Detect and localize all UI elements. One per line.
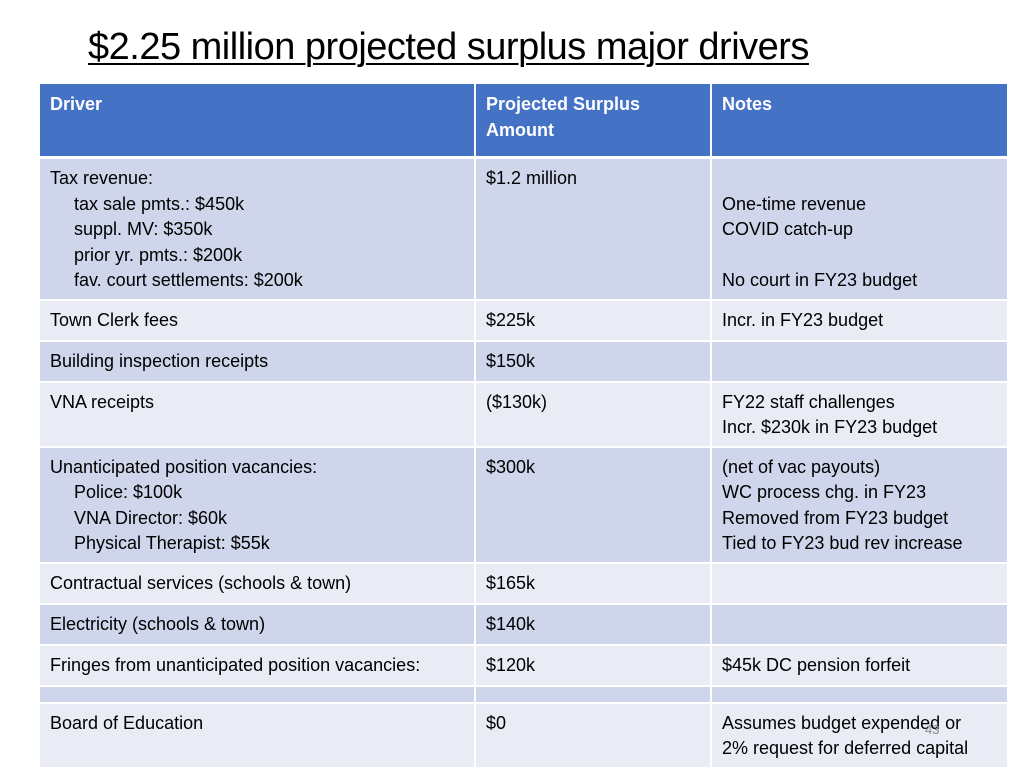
cell-amount: $300k (476, 447, 712, 564)
note-line: Tied to FY23 bud rev increase (722, 533, 963, 553)
slide-title: $2.25 million projected surplus major dr… (88, 26, 809, 68)
slide-number: 43 (925, 722, 940, 737)
driver-label: Building inspection receipts (50, 350, 269, 371)
driver-subitem: prior yr. pmts.: $200k (74, 244, 243, 265)
cell-amount: $225k (476, 300, 712, 342)
table-body: Tax revenue: tax sale pmts.: $450k suppl. … (40, 159, 1007, 769)
note-line (722, 166, 997, 192)
note-line: Incr. in FY23 budget (722, 309, 884, 330)
cell-amount: $165k (476, 563, 712, 605)
header-amount-line: Amount (486, 119, 554, 140)
driver-label: Town Clerk fees (50, 309, 179, 330)
cell-amount: $140k (476, 604, 712, 646)
cell-driver: VNA receipts (40, 382, 476, 448)
note-line: COVID catch-up (722, 219, 854, 239)
cell-driver: Tax revenue: tax sale pmts.: $450k suppl. … (40, 159, 476, 301)
driver-label: Fringes from unanticipated position vaca… (50, 654, 421, 675)
cell-driver: Building inspection receipts (40, 341, 476, 383)
note-line: One-time revenue (722, 193, 867, 214)
driver-subitem: fav. court settlements: $200k (74, 270, 303, 290)
note-line: FY22 staff challenges (722, 391, 895, 412)
cell-notes: FY22 staff challenges Incr. $230k in FY23… (712, 382, 1007, 448)
driver-subitem: Physical Therapist: $55k (74, 533, 270, 553)
note-line: (net of vac payouts) (722, 456, 881, 477)
driver-subitem: tax sale pmts.: $450k (74, 193, 245, 214)
cell-notes: Assumes budget expended or 2% request for… (712, 703, 1007, 769)
cell-amount: ($130k) (476, 382, 712, 448)
cell-notes (712, 604, 1007, 646)
note-line: No court in FY23 budget (722, 270, 918, 290)
note-line: Assumes budget expended or (722, 712, 962, 733)
table-row: Fringes from unanticipated position vaca… (40, 645, 1007, 687)
cell-amount: $150k (476, 341, 712, 383)
cell-notes: (net of vac payouts) WC process chg. in F… (712, 447, 1007, 564)
table-row: VNA receipts ($130k) FY22 staff challenges… (40, 382, 1007, 448)
header-driver: Driver (40, 84, 476, 159)
table-header-row: Driver Projected Surplus Amount Notes (40, 84, 1007, 159)
cell-amount: $1.2 million (476, 159, 712, 301)
driver-label: Unanticipated position vacancies: (50, 456, 318, 477)
table-row: Board of Education $0 Assumes budget expen… (40, 703, 1007, 769)
cell-driver: Town Clerk fees (40, 300, 476, 342)
cell-notes: $45k DC pension forfeit (712, 645, 1007, 687)
table-row (40, 686, 1007, 704)
cell-amount (476, 686, 712, 704)
header-amount: Projected Surplus Amount (476, 84, 712, 159)
driver-label: Tax revenue: (50, 168, 154, 188)
cell-amount: $0 (476, 703, 712, 769)
note-line: WC process chg. in FY23 (722, 482, 927, 502)
table-row: Tax revenue: tax sale pmts.: $450k suppl. … (40, 159, 1007, 301)
drivers-table: Driver Projected Surplus Amount Notes Ta… (40, 84, 1007, 769)
cell-driver (40, 686, 476, 704)
cell-driver: Board of Education (40, 703, 476, 769)
driver-label: VNA receipts (50, 391, 155, 412)
table-row: Contractual services (schools & town) $16… (40, 563, 1007, 605)
table-row: Electricity (schools & town) $140k (40, 604, 1007, 646)
cell-notes (712, 341, 1007, 383)
table-row: Building inspection receipts $150k (40, 341, 1007, 383)
driver-subitem: suppl. MV: $350k (74, 219, 213, 239)
table-row: Town Clerk fees $225k Incr. in FY23 budget (40, 300, 1007, 342)
cell-notes: One-time revenue COVID catch-up No court i… (712, 159, 1007, 301)
note-line: $45k DC pension forfeit (722, 654, 911, 675)
cell-driver: Unanticipated position vacancies: Police:… (40, 447, 476, 564)
note-line: Removed from FY23 budget (722, 507, 949, 528)
driver-label: Electricity (schools & town) (50, 613, 266, 634)
cell-amount: $120k (476, 645, 712, 687)
cell-driver: Fringes from unanticipated position vaca… (40, 645, 476, 687)
table-row: Unanticipated position vacancies: Police:… (40, 447, 1007, 564)
cell-driver: Electricity (schools & town) (40, 604, 476, 646)
cell-notes: Incr. in FY23 budget (712, 300, 1007, 342)
driver-subitem: VNA Director: $60k (74, 507, 228, 528)
driver-label: Board of Education (50, 712, 204, 733)
driver-subitem: Police: $100k (74, 482, 183, 502)
note-line: 2% request for deferred capital (722, 738, 969, 758)
note-line (722, 243, 997, 269)
header-notes: Notes (712, 84, 1007, 159)
header-amount-line: Projected Surplus (486, 94, 641, 114)
note-line: Incr. $230k in FY23 budget (722, 417, 938, 437)
driver-label: Contractual services (schools & town) (50, 572, 352, 593)
cell-driver: Contractual services (schools & town) (40, 563, 476, 605)
cell-notes (712, 563, 1007, 605)
cell-notes (712, 686, 1007, 704)
